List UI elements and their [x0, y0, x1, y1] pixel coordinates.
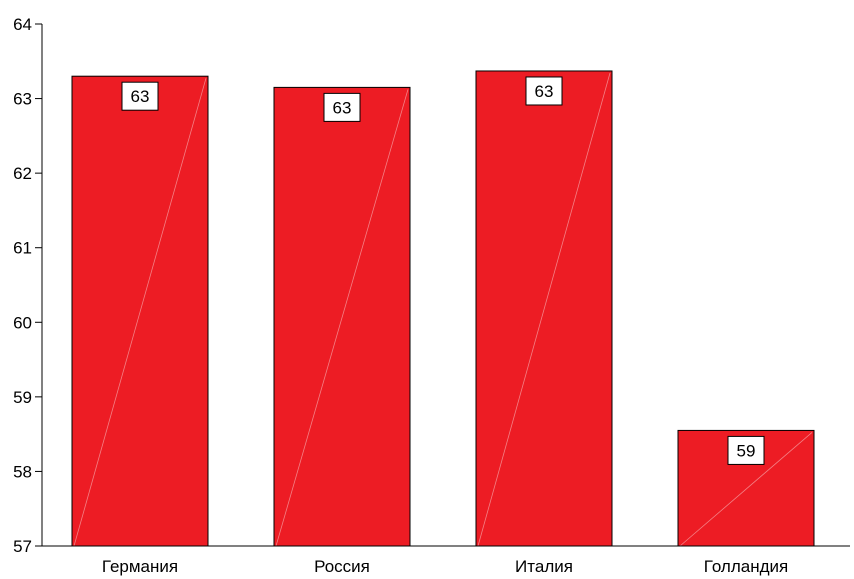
bar-highlight [477, 72, 611, 547]
y-tick-label: 61 [13, 239, 32, 258]
x-tick-label: Италия [515, 557, 573, 576]
data-label: 59 [737, 441, 756, 460]
data-label-box [727, 435, 765, 465]
y-tick-label: 63 [13, 90, 32, 109]
bar-highlight [275, 89, 409, 547]
data-label-box [121, 81, 159, 111]
bar [71, 75, 209, 547]
data-label: 63 [535, 82, 554, 101]
y-tick-label: 62 [13, 164, 32, 183]
y-tick-label: 58 [13, 462, 32, 481]
y-tick-label: 59 [13, 388, 32, 407]
y-tick-label: 60 [13, 313, 32, 332]
x-tick-label: Россия [314, 557, 370, 576]
y-axis: 57 58 59 60 61 62 63 64 [13, 15, 43, 556]
bar-highlight [73, 78, 207, 547]
bars: 63 63 63 59 [71, 70, 815, 547]
y-tick-label: 64 [13, 15, 32, 34]
x-tick-label: Голландия [704, 557, 788, 576]
data-label: 63 [131, 87, 150, 106]
x-tick-label: Германия [102, 557, 178, 576]
data-label: 63 [333, 98, 352, 117]
y-tick-label: 57 [13, 537, 32, 556]
x-axis: Германия Россия Италия Голландия [42, 545, 850, 576]
data-label-box [323, 92, 361, 122]
data-label-box [525, 76, 563, 106]
bar-highlight [679, 432, 813, 547]
